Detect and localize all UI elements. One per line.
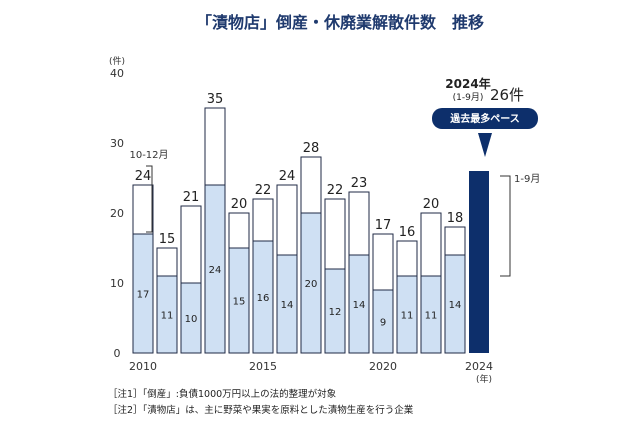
x-axis-unit: (年) bbox=[476, 373, 492, 385]
bar-segment-10-12 bbox=[300, 156, 322, 214]
legend-1-9-bracket bbox=[500, 175, 511, 277]
bar-inner-label: 20 bbox=[305, 279, 318, 290]
bar-total-label: 22 bbox=[327, 183, 344, 198]
bar-segment-1-9 bbox=[252, 240, 274, 354]
legend-10-12: 10-12月 bbox=[129, 149, 168, 161]
bar-segment-10-12 bbox=[348, 191, 370, 256]
x-tick-label: 2024 bbox=[465, 360, 493, 373]
bar-segment-10-12 bbox=[396, 240, 418, 277]
bar-total-label: 28 bbox=[303, 141, 320, 156]
legend-10-12-bracket bbox=[146, 165, 153, 233]
bar-segment-10-12 bbox=[444, 226, 466, 256]
bar-segment-1-9 bbox=[132, 233, 154, 354]
y-tick-label: 40 bbox=[110, 67, 124, 80]
bar-total-label: 23 bbox=[351, 176, 368, 191]
bar-segment-10-12 bbox=[228, 212, 250, 249]
highlight-year: 2024年 bbox=[445, 76, 490, 91]
y-tick-label: 10 bbox=[110, 277, 124, 290]
y-tick-label: 20 bbox=[110, 207, 124, 220]
bar-inner-label: 14 bbox=[449, 300, 462, 311]
bar-total-label: 15 bbox=[159, 232, 176, 247]
bar-segment-1-9 bbox=[420, 275, 442, 354]
bar-total-label: 24 bbox=[135, 169, 152, 184]
y-axis-unit: (件) bbox=[109, 55, 125, 67]
bar-segment-1-9 bbox=[324, 268, 346, 354]
bar-segment-10-12 bbox=[156, 247, 178, 277]
note-2: ［注2］「漬物店」は、主に野菜や果実を原料とした漬物生産を行う企業 bbox=[108, 405, 414, 416]
bar-inner-label: 11 bbox=[401, 311, 414, 322]
bar-total-label: 35 bbox=[207, 92, 224, 107]
legend-1-9: 1-9月 bbox=[514, 173, 540, 185]
highlight-arrow bbox=[478, 133, 492, 157]
bar-segment-1-9 bbox=[228, 247, 250, 354]
x-tick-label: 2020 bbox=[369, 360, 397, 373]
y-tick-label: 30 bbox=[110, 137, 124, 150]
bar-segment-1-9 bbox=[348, 254, 370, 354]
bar-inner-label: 10 bbox=[185, 314, 198, 325]
bar-inner-label: 11 bbox=[425, 311, 438, 322]
bar-segment-10-12 bbox=[132, 184, 154, 235]
bar-segment-1-9 bbox=[156, 275, 178, 354]
bar-inner-label: 11 bbox=[161, 311, 174, 322]
bar-segment-1-9 bbox=[180, 282, 202, 354]
x-tick-label: 2010 bbox=[129, 360, 157, 373]
bar-total-label: 20 bbox=[423, 197, 440, 212]
bar-inner-label: 24 bbox=[209, 265, 222, 276]
highlight-value: 26件 bbox=[490, 86, 524, 104]
bar-total-label: 17 bbox=[375, 218, 392, 233]
bar-total-label: 16 bbox=[399, 225, 416, 240]
bar-inner-label: 17 bbox=[137, 290, 150, 301]
bar-inner-label: 14 bbox=[281, 300, 294, 311]
bar-total-label: 20 bbox=[231, 197, 248, 212]
bar-inner-label: 9 bbox=[380, 318, 386, 329]
bar-segment-10-12 bbox=[276, 184, 298, 256]
bar-segment-10-12 bbox=[180, 205, 202, 284]
y-tick-label: 0 bbox=[114, 347, 121, 360]
highlight-badge-text: 過去最多ペース bbox=[449, 112, 520, 125]
bar-segment-1-9 bbox=[444, 254, 466, 354]
bar-segment-1-9 bbox=[204, 184, 226, 354]
bar-inner-label: 15 bbox=[233, 297, 246, 308]
bar-segment-10-12 bbox=[324, 198, 346, 270]
bar-total-label: 18 bbox=[447, 211, 464, 226]
bar-segment-10-12 bbox=[204, 107, 226, 186]
bar-segment-1-9 bbox=[396, 275, 418, 354]
x-tick-label: 2015 bbox=[249, 360, 277, 373]
highlight-period: (1-9月) bbox=[453, 92, 484, 103]
bar-segment-10-12 bbox=[372, 233, 394, 291]
bar-segment-10-12 bbox=[252, 198, 274, 242]
bar-inner-label: 16 bbox=[257, 293, 270, 304]
bar-segment-1-9 bbox=[372, 289, 394, 354]
bar-total-label: 21 bbox=[183, 190, 200, 205]
bar-inner-label: 12 bbox=[329, 307, 342, 318]
bar-total-label: 24 bbox=[279, 169, 296, 184]
bar-segment-1-9 bbox=[300, 212, 322, 354]
bar-segment-1-9 bbox=[276, 254, 298, 354]
highlight-badge bbox=[432, 108, 538, 129]
note-1: ［注1］「倒産」:負債1000万円以上の法的整理が対象 bbox=[108, 389, 337, 400]
bar-total-label: 22 bbox=[255, 183, 272, 198]
chart-title: 「漬物店」倒産・休廃業解散件数 推移 bbox=[196, 13, 484, 32]
bar-2024-highlight bbox=[469, 171, 489, 353]
bar-inner-label: 14 bbox=[353, 300, 366, 311]
bar-segment-10-12 bbox=[420, 212, 442, 277]
